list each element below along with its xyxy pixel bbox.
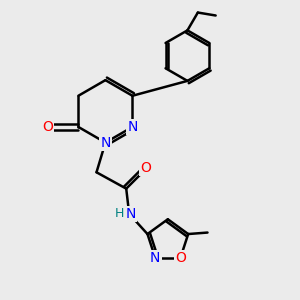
Text: O: O xyxy=(42,120,53,134)
Text: N: N xyxy=(150,251,160,265)
Text: O: O xyxy=(175,251,186,265)
Text: N: N xyxy=(125,207,136,221)
Text: O: O xyxy=(140,161,151,175)
Text: N: N xyxy=(100,136,111,150)
Text: N: N xyxy=(127,120,138,134)
Text: H: H xyxy=(115,207,124,220)
